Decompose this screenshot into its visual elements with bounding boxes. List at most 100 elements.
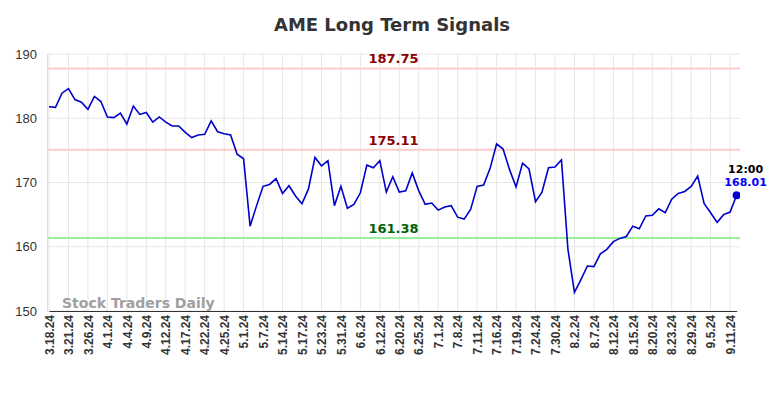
grid-line-x (379, 54, 380, 311)
annotation: 168.01 (724, 176, 766, 189)
x-tick-label: 4.25.24 (218, 315, 232, 355)
x-tick-label: 4.12.24 (159, 315, 173, 355)
x-tick: 6.12.24 (374, 311, 388, 355)
x-tick: 7.8.24 (451, 311, 465, 348)
grid-line-x (49, 54, 50, 311)
x-tick: 4.25.24 (218, 311, 232, 355)
x-tick-label: 8.7.24 (588, 315, 602, 349)
grid-line-x (282, 54, 283, 311)
x-tick: 8.29.24 (685, 311, 699, 355)
grid-line-x (126, 54, 127, 311)
x-tick: 4.17.24 (179, 311, 193, 355)
x-axis: 3.18.24 3.21.24 3.26.24 4.1.24 4.4.24 4.9.24 4… (43, 311, 738, 355)
x-tick-label: 7.24.24 (529, 315, 543, 355)
grid-line-y (47, 182, 740, 183)
grid-line-y (47, 246, 740, 247)
grid-line-x (613, 54, 614, 311)
x-tick: 4.9.24 (140, 311, 154, 348)
x-axis-line (50, 311, 738, 312)
grid-line-x (146, 54, 147, 311)
x-tick-label: 7.16.24 (490, 315, 504, 355)
x-tick: 9.5.24 (704, 311, 718, 348)
grid-line-x (574, 54, 575, 311)
grid-line-x (321, 54, 322, 311)
x-tick: 4.12.24 (159, 311, 173, 355)
x-tick: 7.30.24 (549, 311, 563, 355)
grid-line-x (652, 54, 653, 311)
plot-area (49, 89, 740, 293)
x-tick-label: 8.2.24 (568, 315, 582, 349)
x-tick-label: 9.5.24 (704, 315, 718, 349)
x-tick: 6.20.24 (393, 311, 407, 355)
reference-line (47, 149, 740, 151)
y-tick: 160 (15, 239, 47, 254)
x-tick-label: 3.21.24 (62, 315, 76, 355)
x-tick: 4.22.24 (198, 311, 212, 355)
grid-line-x (360, 54, 361, 311)
x-tick-label: 4.17.24 (179, 315, 193, 355)
x-tick-label: 4.22.24 (198, 315, 212, 355)
y-tick-label: 150 (15, 304, 37, 319)
reference-label: 161.38 (368, 221, 418, 236)
x-tick-label: 9.11.24 (724, 315, 738, 355)
reference-line (47, 237, 740, 239)
x-tick: 8.7.24 (588, 311, 602, 348)
x-tick-label: 5.1.24 (237, 315, 251, 349)
x-tick: 7.19.24 (510, 311, 524, 355)
x-tick-label: 4.4.24 (121, 315, 135, 349)
grid-line-x (185, 54, 186, 311)
x-tick-label: 7.1.24 (432, 315, 446, 349)
grid-line-x (516, 54, 517, 311)
x-tick-label: 5.14.24 (276, 315, 290, 355)
x-tick: 8.12.24 (607, 311, 621, 355)
grid-line-x (535, 54, 536, 311)
x-tick-label: 6.20.24 (393, 315, 407, 355)
grid-line-x (399, 54, 400, 311)
y-tick-label: 160 (15, 239, 37, 254)
x-tick: 5.1.24 (237, 311, 251, 348)
x-tick: 4.1.24 (101, 311, 115, 348)
y-tick-label: 180 (15, 111, 37, 126)
x-tick-label: 6.6.24 (354, 315, 368, 349)
grid-line-x (457, 54, 458, 311)
grid (47, 54, 740, 311)
x-tick-label: 3.18.24 (43, 315, 57, 355)
x-tick-label: 5.7.24 (257, 315, 271, 349)
grid-line-x (204, 54, 205, 311)
x-tick: 5.17.24 (296, 311, 310, 355)
reference-lines (47, 68, 740, 237)
grid-line-x (671, 54, 672, 311)
watermark: Stock Traders Daily (62, 295, 215, 311)
reference-line (47, 67, 740, 69)
x-tick: 7.1.24 (432, 311, 446, 348)
grid-line-x (438, 54, 439, 311)
grid-line-x (165, 54, 166, 311)
x-tick: 5.31.24 (335, 311, 349, 355)
x-tick-label: 7.11.24 (471, 315, 485, 355)
y-tick: 190 (15, 47, 47, 62)
x-tick: 7.11.24 (471, 311, 485, 354)
x-tick: 6.6.24 (354, 311, 368, 348)
grid-line-x (87, 54, 88, 311)
grid-line-x (691, 54, 692, 311)
title: AME Long Term Signals (274, 14, 510, 35)
x-tick-label: 4.1.24 (101, 315, 115, 349)
x-tick: 8.23.24 (665, 311, 679, 355)
x-tick-label: 7.19.24 (510, 315, 524, 355)
grid-line-x (554, 54, 555, 311)
x-tick-label: 7.8.24 (451, 315, 465, 349)
grid-line-x (632, 54, 633, 311)
x-tick: 3.18.24 (43, 311, 57, 355)
x-tick: 5.7.24 (257, 311, 271, 348)
x-tick: 4.4.24 (121, 311, 135, 348)
x-tick-label: 6.12.24 (374, 315, 388, 355)
price-line (49, 89, 737, 293)
reference-label: 187.75 (368, 51, 418, 66)
grid-line-x (340, 54, 341, 311)
grid-line-x (107, 54, 108, 311)
x-tick: 8.15.24 (627, 311, 641, 355)
grid-line-x (243, 54, 244, 311)
x-tick: 3.26.24 (82, 311, 96, 355)
y-tick-label: 170 (15, 175, 37, 190)
x-tick: 6.25.24 (412, 311, 426, 355)
